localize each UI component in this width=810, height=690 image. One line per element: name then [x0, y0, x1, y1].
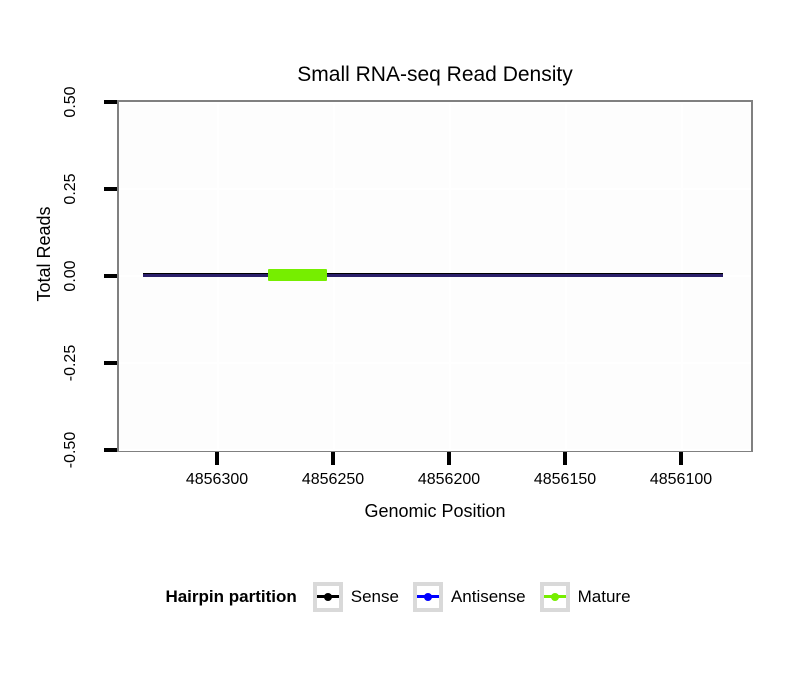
- x-axis-tick-2: [447, 452, 451, 465]
- y-axis-tick-0: [104, 100, 117, 104]
- gridline-horizontal: [119, 362, 751, 364]
- y-axis-tick-3: [104, 361, 117, 365]
- legend-label-mature: Mature: [577, 587, 631, 606]
- y-axis-label-1: 0.25: [62, 173, 79, 205]
- x-axis-label-1: 4856250: [301, 471, 365, 488]
- y-axis-tick-1: [104, 187, 117, 191]
- y-axis-label-4: -0.50: [62, 431, 79, 469]
- gridline-horizontal: [119, 102, 751, 104]
- legend-key-sense: [312, 582, 343, 612]
- x-axis-tick-3: [563, 452, 567, 465]
- y-axis-label-0: 0.50: [62, 86, 79, 118]
- gridline-horizontal: [119, 449, 751, 451]
- series-segment-mature: [268, 269, 327, 281]
- y-axis-label-3: -0.25: [62, 344, 79, 382]
- x-axis-label-4: 4856100: [649, 471, 713, 488]
- legend-marker-antisense-icon: [416, 586, 439, 608]
- x-axis-label-0: 4856300: [185, 471, 249, 488]
- chart-title: Small RNA-seq Read Density: [297, 63, 573, 86]
- legend-title: Hairpin partition: [165, 587, 297, 606]
- x-axis-tick-0: [215, 452, 219, 465]
- legend-marker-sense-icon: [316, 586, 339, 608]
- legend-label-sense: Sense: [350, 587, 399, 606]
- legend-key-mature: [539, 582, 570, 612]
- y-axis-label-2: 0.00: [62, 260, 79, 292]
- legend-key-antisense: [412, 582, 443, 612]
- y-axis-tick-2: [104, 274, 117, 278]
- y-axis-title: Total Reads: [34, 206, 54, 302]
- series-line-antisense: [143, 274, 723, 277]
- legend-entry-mature[interactable]: Mature: [539, 582, 645, 612]
- gridline-horizontal: [119, 188, 751, 190]
- x-axis-label-3: 4856150: [533, 471, 597, 488]
- x-axis-title: Genomic Position: [364, 501, 506, 521]
- y-axis-tick-4: [104, 448, 117, 452]
- legend-entry-sense[interactable]: Sense: [312, 582, 413, 612]
- legend-label-antisense: Antisense: [450, 587, 526, 606]
- x-axis-label-2: 4856200: [417, 471, 481, 488]
- legend-marker-mature-icon: [543, 586, 566, 608]
- x-axis-tick-4: [679, 452, 683, 465]
- chart-legend: Hairpin partition Sense Antisense: [0, 582, 810, 612]
- legend-entry-antisense[interactable]: Antisense: [412, 582, 540, 612]
- plot-panel: [117, 100, 753, 452]
- x-axis-tick-1: [331, 452, 335, 465]
